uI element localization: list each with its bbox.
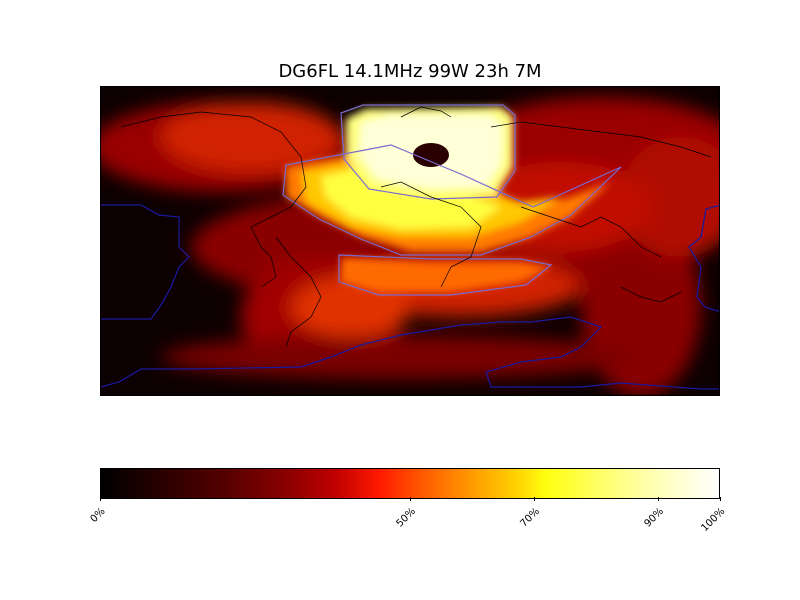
propagation-map: [100, 86, 720, 396]
colorbar-tick: [409, 497, 411, 501]
colorbar: [100, 468, 720, 499]
colorbar-tick-label: 100%: [699, 506, 728, 534]
colorbar-tick: [533, 497, 535, 501]
colorbar-tick-label: 0%: [88, 506, 108, 526]
colorbar-tick-label: 90%: [642, 506, 667, 530]
dark-spot: [413, 143, 449, 167]
colorbar-tick: [657, 497, 659, 501]
colorbar-tick: [719, 497, 721, 501]
colorbar-tick-label: 50%: [394, 506, 419, 530]
map-title: DG6FL 14.1MHz 99W 23h 7M: [278, 61, 542, 82]
heatmap-svg: [101, 87, 719, 395]
signal-field: [101, 97, 719, 395]
colorbar-tick-label: 70%: [518, 506, 543, 530]
colorbar-tick: [99, 497, 101, 501]
coastlines: [120, 106, 712, 348]
contour-lines: [101, 104, 719, 390]
